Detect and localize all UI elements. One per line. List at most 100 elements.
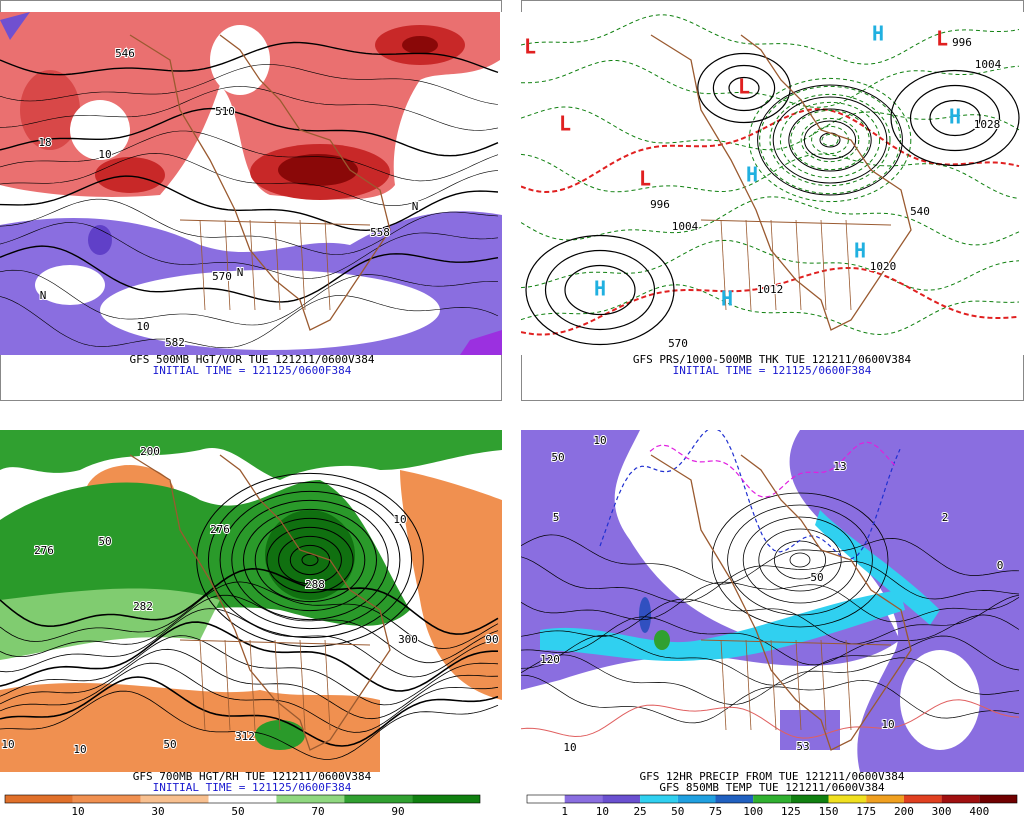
contour	[0, 175, 499, 232]
pressure-center: L	[524, 35, 536, 59]
contour	[788, 108, 872, 172]
pressure-center: H	[854, 239, 866, 263]
contour-label: 120	[540, 653, 560, 666]
border	[795, 639, 802, 731]
contour-label: 10	[73, 743, 86, 756]
contour	[800, 117, 860, 163]
legend-swatch	[828, 795, 867, 803]
coastline	[650, 34, 912, 331]
contour	[0, 269, 499, 326]
contour-label: 276	[210, 523, 230, 536]
contour	[231, 499, 389, 621]
border	[845, 219, 852, 311]
contour	[521, 267, 1020, 336]
legend-label: 30	[151, 805, 164, 818]
contour	[821, 133, 839, 147]
contour-label: 558	[370, 226, 390, 239]
legend-swatch	[753, 795, 791, 803]
contour-label: 18	[38, 136, 51, 149]
contour	[521, 14, 1020, 65]
legend-label: 175	[856, 805, 876, 818]
contour	[521, 284, 1020, 336]
contour	[0, 676, 499, 747]
contour	[0, 621, 498, 692]
contour-label: 10	[136, 320, 149, 333]
border	[199, 639, 206, 731]
contour	[0, 635, 499, 706]
border	[299, 639, 306, 731]
contour-label: N	[40, 289, 47, 302]
border	[324, 219, 331, 311]
legend-label: 90	[391, 805, 404, 818]
contour	[521, 674, 1020, 724]
pressure-center: H	[872, 22, 884, 46]
color-bars: 10 30 50 70 90 1 10 25 50 75 100 125 150 175 200 300 400	[4, 794, 1018, 818]
contour-label: 90	[485, 633, 498, 646]
contour	[790, 109, 870, 171]
pressure-center: H	[746, 163, 758, 187]
contour-label: 300	[398, 633, 418, 646]
legend-label: 75	[709, 805, 722, 818]
contour	[0, 608, 499, 678]
contour	[0, 648, 499, 720]
contour-label: 570	[212, 270, 232, 283]
contour	[0, 130, 499, 182]
coastline	[650, 454, 912, 751]
contour	[0, 295, 499, 349]
legend-label: 400	[969, 805, 989, 818]
border	[179, 219, 371, 226]
border	[224, 639, 231, 731]
legend-label: 50	[231, 805, 244, 818]
contour	[909, 84, 1001, 152]
caption: GFS 850MB TEMP TUE 121211/0600V384	[659, 781, 885, 794]
contour	[803, 120, 857, 160]
legend-swatch	[564, 795, 603, 803]
contour	[0, 662, 499, 733]
border	[770, 639, 777, 731]
contour	[0, 41, 499, 76]
caption: GFS 12HR PRECIP FROM TUE 121211/0600V384	[640, 770, 905, 783]
contour-label: N	[412, 200, 419, 213]
contour-label: 10	[98, 148, 111, 161]
contour-label: 276	[34, 544, 54, 557]
legend-swatch	[903, 795, 942, 803]
contour-label: 53	[796, 740, 809, 753]
contour-label: 540	[910, 205, 930, 218]
map-500mb: 546 510 558 570 582 10 N N N 10 18	[0, 12, 502, 355]
contour	[521, 594, 1020, 645]
contour	[521, 635, 1020, 686]
contour	[0, 107, 499, 157]
contour-label: 50	[551, 451, 564, 464]
legend-swatch	[276, 795, 345, 803]
contour	[0, 594, 499, 664]
legend-label: 100	[743, 805, 763, 818]
legend-swatch	[677, 795, 716, 803]
contour	[789, 552, 811, 568]
contour	[772, 96, 888, 184]
contour	[0, 86, 499, 131]
pressure-center: L	[738, 75, 750, 99]
contour-label: 282	[133, 600, 153, 613]
border	[249, 639, 256, 731]
legend-label: 70	[311, 805, 324, 818]
contour-label: 1004	[975, 58, 1002, 71]
border	[745, 639, 752, 731]
legend-swatch	[866, 795, 904, 803]
border	[845, 639, 852, 731]
contour	[599, 430, 901, 560]
contour-label: 510	[215, 105, 235, 118]
contour-label: 288	[305, 578, 325, 591]
contour	[564, 264, 636, 316]
contour	[196, 472, 424, 648]
caption: INITIAL TIME = 121125/0600F384	[153, 781, 352, 794]
map-700mb: 200 276 282 276 288 300 312 10 50 10 50 10 90	[0, 430, 502, 772]
contour-label: 1004	[672, 220, 699, 233]
coastline	[129, 454, 391, 751]
pressure-center: H	[949, 105, 961, 129]
contour	[697, 52, 791, 124]
border	[700, 639, 892, 646]
border	[820, 639, 827, 731]
contour	[811, 125, 849, 155]
contour	[278, 535, 342, 585]
contour	[521, 153, 1020, 199]
